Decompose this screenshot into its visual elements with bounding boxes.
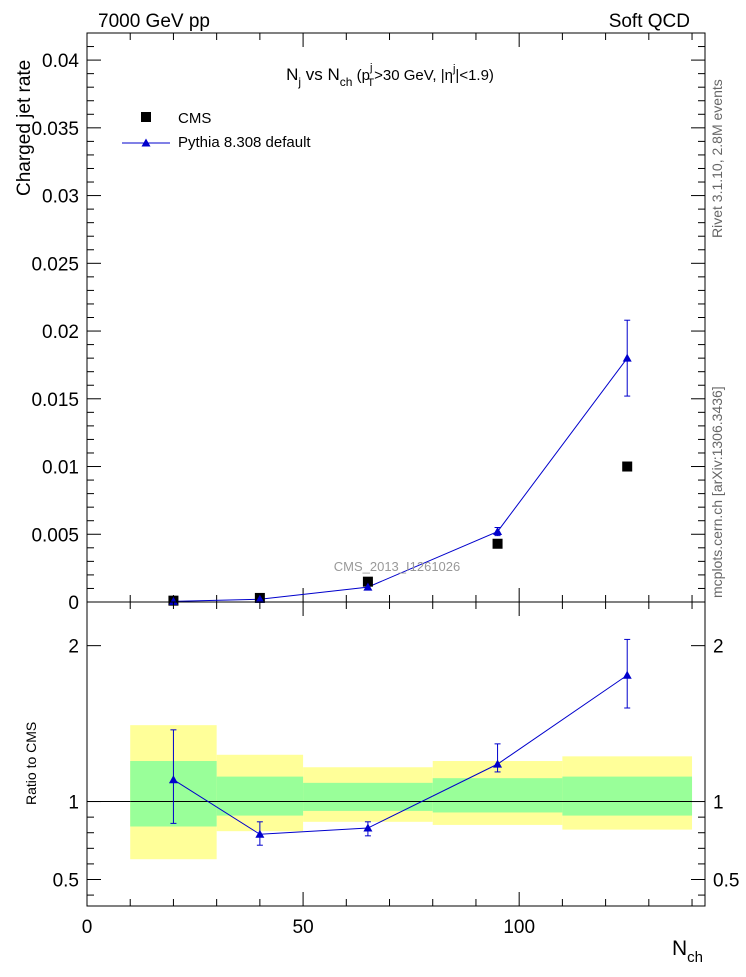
legend-cms-marker (141, 112, 151, 122)
ratio-y-tick-label: 0.5 (53, 870, 79, 891)
ratio-y-tick-label-right: 2 (713, 637, 724, 658)
y-tick-label: 0.025 (31, 254, 79, 275)
analysis-watermark: CMS_2013_I1261026 (334, 559, 461, 574)
title-part: (p (352, 67, 370, 84)
cms-data-point (622, 461, 633, 472)
x-axis-label-sub: ch (687, 949, 703, 966)
x-axis-label: Nch (672, 937, 703, 966)
legend-mc-label: Pythia 8.308 default (178, 134, 311, 151)
x-tick-label: 0 (82, 917, 93, 938)
title-part: ch (340, 75, 353, 89)
y-tick-label: 0.005 (31, 525, 79, 546)
title-part: |<1.9) (455, 67, 494, 84)
cms-data-point (492, 538, 503, 549)
ratio-y-tick-label: 2 (68, 637, 79, 658)
source-label: mcplots.cern.ch [arXiv:1306.3436] (709, 386, 725, 598)
title-part: N (286, 65, 298, 84)
ratio-data-point (622, 670, 632, 679)
title-part: vs N (301, 65, 340, 84)
y-tick-label: 0.01 (42, 458, 79, 479)
events-label: Rivet 3.1.10, 2.8M events (709, 79, 725, 238)
mc-data-point (493, 527, 503, 536)
ratio-y-tick-label-right: 0.5 (713, 870, 739, 891)
x-tick-label: 50 (293, 917, 314, 938)
ratio-data-point (493, 759, 503, 768)
ratio-band-inner (562, 776, 693, 816)
mc-data-point (622, 353, 632, 362)
ratio-panel: 0 50 100 0.5 0.5 1 1 2 2 (53, 601, 739, 938)
y-tick-label: 0.015 (31, 390, 79, 411)
x-axis-label-main: N (672, 937, 687, 960)
ratio-y-tick-label-right: 1 (713, 793, 724, 814)
cms-data-point (362, 576, 373, 587)
main-panel: 0 0.005 0.01 0.015 0.02 0.025 0.03 0.035 0.04 (31, 32, 706, 614)
title-part: j (369, 62, 372, 74)
ratio-band-inner (432, 778, 563, 813)
y-tick-label: 0.03 (42, 187, 79, 208)
legend-cms-label: CMS (178, 110, 211, 127)
ratio-y-axis-label: Ratio to CMS (23, 722, 39, 805)
legend-mc-marker (141, 138, 151, 147)
ratio-frame (86, 601, 706, 907)
ratio-y-tick-label: 1 (68, 793, 79, 814)
ratio-data-point (255, 829, 265, 838)
ratio-data-point (168, 775, 178, 784)
y-tick-label: 0.04 (42, 51, 79, 72)
ratio-band-inner (303, 782, 433, 811)
plot-title: Nj vs Nch (pj T>30 GeV, |ηj|<1.9) (286, 62, 494, 89)
title-part: j (452, 63, 455, 75)
y-tick-label: 0.035 (31, 119, 79, 140)
mc-data-point (255, 594, 265, 603)
title-part: T (367, 77, 374, 89)
header-left-label: 7000 GeV pp (98, 11, 210, 32)
mc-data-point (168, 596, 178, 605)
header-right-label: Soft QCD (609, 11, 690, 32)
legend: CMS Pythia 8.308 default (122, 110, 311, 151)
title-part: j (297, 75, 301, 89)
y-tick-label: 0 (68, 593, 79, 614)
y-tick-label: 0.02 (42, 322, 79, 343)
y-axis-label: Charged jet rate (14, 60, 35, 196)
title-part: >30 GeV, |η (374, 67, 453, 84)
mc-data-point (363, 582, 373, 591)
ratio-data-point (363, 823, 373, 832)
ratio-band-inner (216, 776, 304, 816)
x-tick-label: 100 (503, 917, 535, 938)
